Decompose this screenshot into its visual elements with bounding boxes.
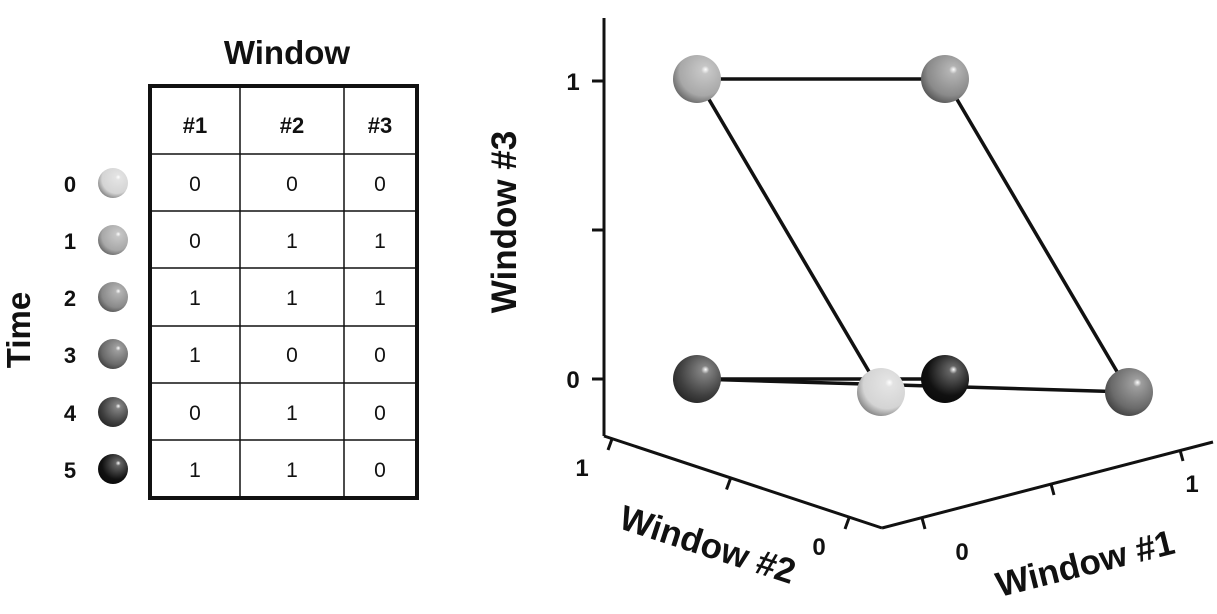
table-cell: 0 [189, 173, 201, 196]
state-ball-point [673, 355, 721, 403]
chart-axes [602, 18, 1214, 530]
table-cell: 1 [286, 230, 298, 253]
time-label: 2 [64, 286, 76, 311]
x-axis-label: Window #1 [992, 523, 1178, 605]
table-cell: 0 [189, 230, 201, 253]
tick-label: 0 [566, 367, 579, 394]
state-ball-point [673, 55, 721, 103]
tick-label: 1 [566, 69, 579, 96]
table-cell: 0 [374, 402, 386, 425]
time-label: 0 [64, 172, 76, 197]
time-ball-icon [98, 282, 128, 312]
table-cell: 1 [286, 459, 298, 482]
table-cell: 0 [374, 173, 386, 196]
table-cell: 0 [189, 402, 201, 425]
trajectory-segment [695, 78, 883, 393]
table-column-header: #3 [368, 113, 392, 138]
tick-label: 1 [1185, 471, 1198, 498]
time-ball-icon [98, 397, 128, 427]
y-axis-line [603, 434, 883, 530]
table-cell: 1 [189, 344, 201, 367]
state-ball-point [1105, 368, 1153, 416]
cube-3d-chart: 0 1 0 1 0 1 Window #3 Window #2 Window #1 [485, 18, 1214, 605]
z-axis-label: Window #3 [485, 131, 524, 313]
table-row-axis-time: Time [0, 292, 37, 368]
table-column-header: #2 [280, 113, 304, 138]
axis-tick [1049, 483, 1056, 496]
axis-tick [606, 438, 614, 451]
time-ball-icon [98, 168, 128, 198]
tick-label: 0 [812, 534, 825, 561]
time-label: 1 [64, 229, 76, 254]
time-ball-icon [98, 225, 128, 255]
table-cell: 1 [189, 287, 201, 310]
tick-label: 1 [575, 455, 588, 482]
table-cell: 0 [286, 344, 298, 367]
state-ball-point [921, 355, 969, 403]
time-window-table: Window Time #1 #2 #3 0 0 0 0 1 0 1 1 2 1 1 1 3 1 0 0 4 0 1 0 5 1… [0, 34, 419, 500]
table-cell: 1 [286, 287, 298, 310]
time-ball-icon [98, 454, 128, 484]
table-cell: 1 [374, 230, 386, 253]
time-label: 5 [64, 458, 76, 483]
table-cell: 0 [374, 459, 386, 482]
time-label: 3 [64, 343, 76, 368]
state-ball-point [921, 55, 969, 103]
trajectory-segment [943, 78, 1131, 393]
y-axis-label: Window #2 [615, 498, 801, 591]
table-cell: 0 [286, 173, 298, 196]
x-axis-line [881, 440, 1214, 530]
table-cell: 1 [189, 459, 201, 482]
axis-tick [725, 477, 732, 491]
table-column-header: #1 [183, 113, 207, 138]
table-header-window: Window [224, 34, 350, 71]
state-ball-point [857, 368, 905, 416]
tick-label: 0 [955, 539, 968, 566]
table-cell: 1 [374, 287, 386, 310]
trajectory-segment [696, 377, 1130, 394]
axis-tick [920, 517, 927, 530]
table-cell: 1 [286, 402, 298, 425]
time-label: 4 [64, 401, 77, 426]
table-cell: 0 [374, 344, 386, 367]
time-ball-icon [98, 339, 128, 369]
axis-tick [1178, 449, 1185, 462]
axis-tick [843, 517, 851, 530]
table-grid [148, 84, 419, 500]
